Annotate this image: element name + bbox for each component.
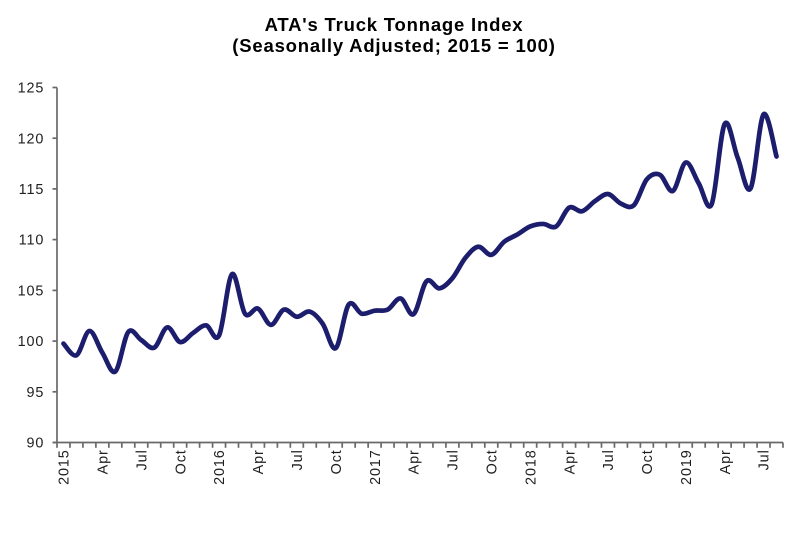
svg-text:115: 115	[19, 182, 45, 198]
svg-text:Apr: Apr	[562, 449, 578, 474]
svg-text:2017: 2017	[368, 449, 384, 485]
svg-text:Oct: Oct	[329, 449, 345, 474]
svg-text:2015: 2015	[57, 449, 73, 485]
svg-text:105: 105	[18, 284, 45, 300]
svg-text:Jul: Jul	[446, 449, 462, 470]
svg-text:Oct: Oct	[640, 449, 656, 474]
svg-text:Jul: Jul	[601, 449, 617, 470]
svg-text:ATA's Truck Tonnage Index: ATA's Truck Tonnage Index	[265, 14, 524, 35]
svg-text:Apr: Apr	[718, 449, 734, 474]
svg-text:Apr: Apr	[407, 449, 423, 474]
svg-text:95: 95	[26, 385, 44, 401]
svg-text:90: 90	[26, 436, 44, 452]
svg-text:110: 110	[19, 233, 45, 249]
svg-text:2018: 2018	[523, 449, 539, 485]
svg-text:Jul: Jul	[757, 449, 773, 470]
svg-text:2016: 2016	[212, 449, 228, 485]
svg-text:Apr: Apr	[96, 449, 112, 474]
svg-text:(Seasonally Adjusted; 2015 = 1: (Seasonally Adjusted; 2015 = 100)	[232, 35, 555, 56]
svg-text:Oct: Oct	[484, 449, 500, 474]
svg-text:125: 125	[18, 81, 45, 97]
svg-text:Apr: Apr	[251, 449, 267, 474]
svg-text:120: 120	[18, 131, 45, 147]
svg-text:100: 100	[18, 334, 45, 350]
svg-text:Jul: Jul	[290, 449, 306, 470]
svg-text:Jul: Jul	[134, 449, 150, 470]
svg-text:2019: 2019	[679, 449, 695, 485]
svg-text:Oct: Oct	[173, 449, 189, 474]
